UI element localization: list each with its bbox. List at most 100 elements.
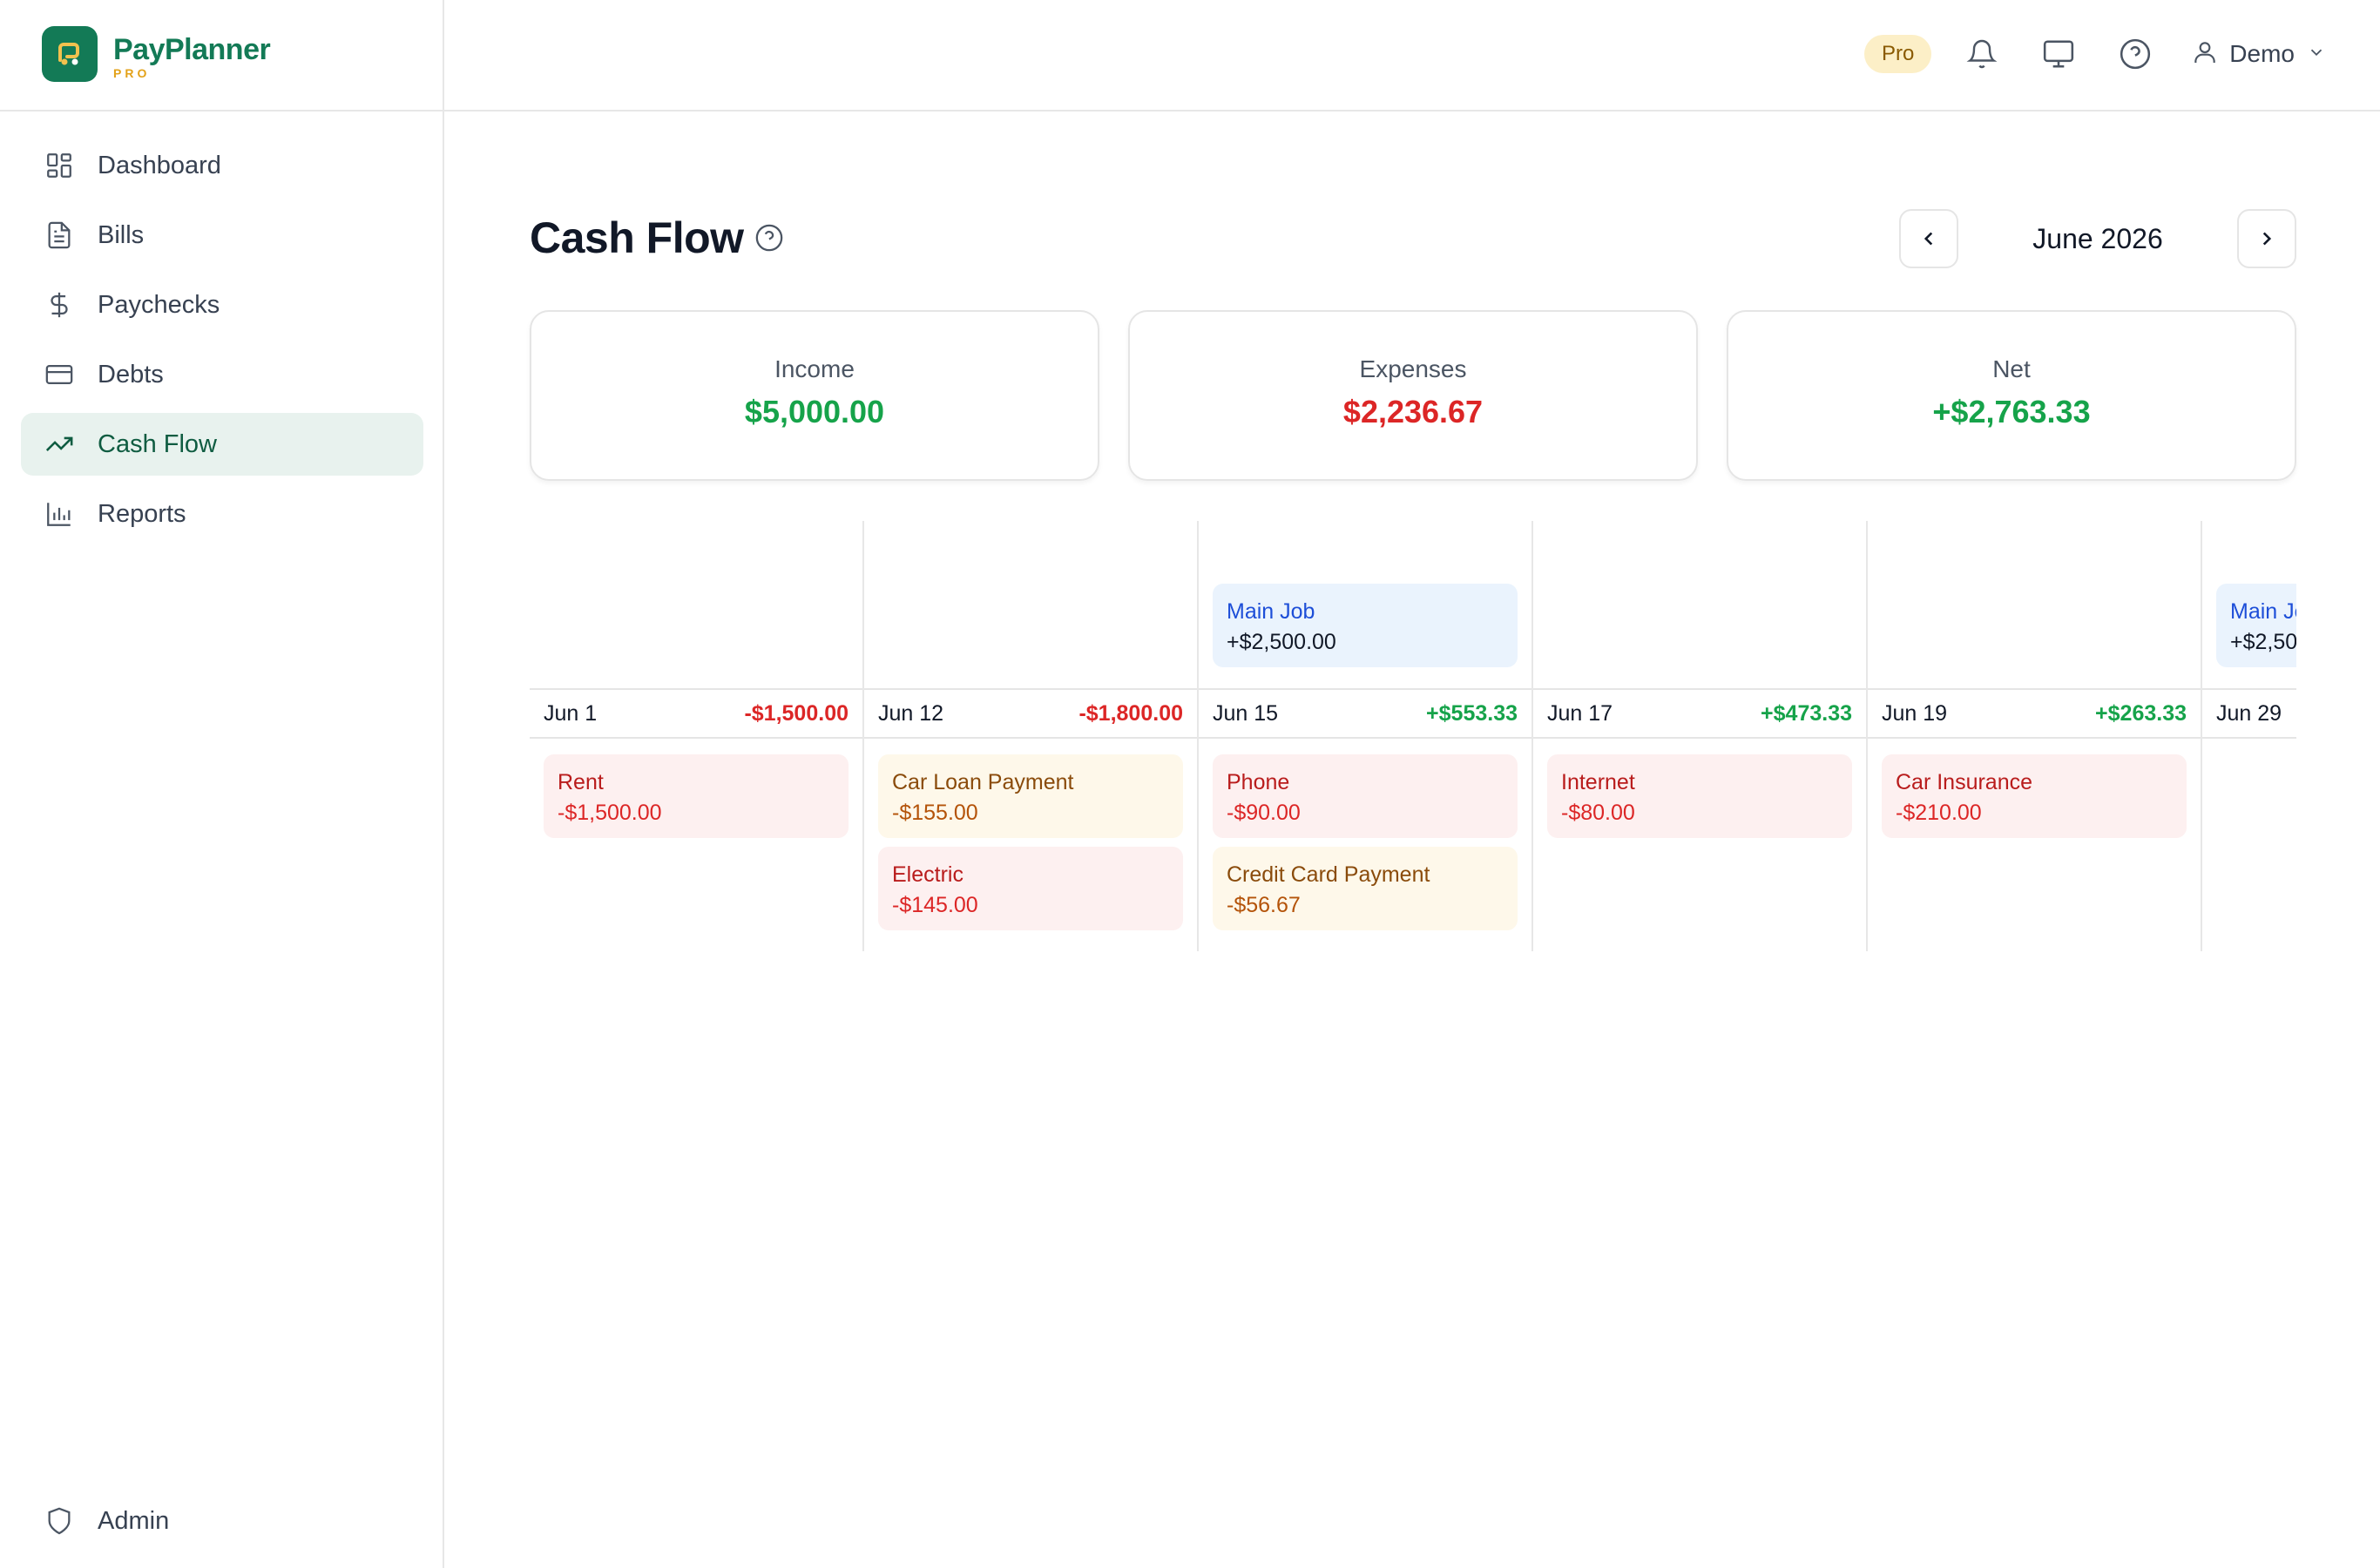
sidebar-item-paychecks[interactable]: Paychecks <box>21 274 423 336</box>
next-month-button[interactable] <box>2237 209 2296 268</box>
topbar: Pro Demo <box>444 0 2380 112</box>
timeline-day: Jun 1 -$1,500.00 Rent -$1,500.00 <box>530 521 864 951</box>
stat-label: Net <box>1992 355 2031 382</box>
summary-stats: Income $5,000.00 Expenses $2,236.67 Net … <box>530 310 2296 481</box>
bill-amount: -$210.00 <box>1896 801 1982 825</box>
trending-up-icon <box>42 427 77 462</box>
stat-label: Income <box>774 355 855 382</box>
sidebar-item-cash-flow[interactable]: Cash Flow <box>21 413 423 476</box>
sidebar-item-label: Admin <box>98 1506 170 1535</box>
sidebar-item-label: Cash Flow <box>98 429 217 458</box>
bill-entry[interactable]: Electric -$145.00 <box>878 847 1183 930</box>
income-entry[interactable]: Main Job +$2,500.00 <box>1213 584 1518 667</box>
shield-icon <box>42 1504 77 1538</box>
chevron-right-icon <box>2262 232 2272 246</box>
page-title: Cash Flow <box>530 213 744 262</box>
sidebar-item-label: Bills <box>98 220 145 249</box>
timeline-day: Jun 17 +$473.33 Internet -$80.00 <box>1533 521 1868 951</box>
day-header: Jun 12 -$1,800.00 <box>864 688 1197 739</box>
income-card: Income $5,000.00 <box>530 310 1099 481</box>
stat-label: Expenses <box>1359 355 1467 382</box>
stat-value: $2,236.67 <box>1342 394 1484 429</box>
bill-entry[interactable]: Phone -$90.00 <box>1213 754 1518 838</box>
day-balance: +$263.33 <box>2095 700 2187 726</box>
net-card: Net +$2,763.33 <box>1727 310 2296 481</box>
bill-amount: -$145.00 <box>892 893 978 917</box>
sidebar-item-debts[interactable]: Debts <box>21 343 423 406</box>
bill-entry[interactable]: Credit Card Payment -$56.67 <box>1213 847 1518 930</box>
timeline-day: Main Job +$2,500.00 Jun 15 +$553.33 Phone -$9… <box>1199 521 1533 951</box>
day-date: Jun 1 <box>544 700 598 726</box>
bell-icon[interactable] <box>1961 33 2003 75</box>
sidebar-item-bills[interactable]: Bills <box>21 204 423 267</box>
day-header: Jun 15 +$553.33 <box>1199 688 1531 739</box>
cash-flow-timeline[interactable]: Jun 1 -$1,500.00 Rent -$1,500.00 Jun 12 -$1,8… <box>530 521 2296 951</box>
sidebar-item-label: Paychecks <box>98 290 220 319</box>
dollar-icon <box>42 287 77 322</box>
sidebar: PayPlanner PRO Dashboard Bills Paychecks <box>0 0 444 1568</box>
day-date: Jun 12 <box>878 700 944 726</box>
chevron-down-icon <box>2307 43 2326 66</box>
bill-entry[interactable]: Car Insurance -$210.00 <box>1882 754 2187 838</box>
income-amount: +$2,500.00 <box>2230 630 2296 654</box>
prev-month-button[interactable] <box>1899 209 1958 268</box>
bill-name: Internet <box>1561 770 1635 794</box>
dashboard-icon <box>42 148 77 183</box>
timeline-day: Main Job +$2,500.00 Jun 29 <box>2202 521 2296 951</box>
income-name: Main Job <box>1227 599 1315 624</box>
brand-logo-icon <box>42 26 98 82</box>
bill-name: Credit Card Payment <box>1227 862 1430 887</box>
bill-list: Phone -$90.00 Credit Card Payment -$56.67 <box>1213 754 1518 939</box>
day-balance: -$1,500.00 <box>744 700 849 726</box>
timeline-day: Jun 19 +$263.33 Car Insurance -$210.00 <box>1868 521 2202 951</box>
brand-name: PayPlanner <box>113 33 271 66</box>
day-date: Jun 17 <box>1547 700 1613 726</box>
monitor-icon[interactable] <box>2038 33 2079 75</box>
income-amount: +$2,500.00 <box>1227 630 1336 654</box>
sidebar-nav: Dashboard Bills Paychecks Debts Cash Flo… <box>21 134 423 552</box>
current-month: June 2026 <box>2032 222 2163 254</box>
day-header: Jun 17 +$473.33 <box>1533 688 1866 739</box>
sidebar-item-label: Debts <box>98 360 164 389</box>
month-navigator: June 2026 <box>1899 209 2296 268</box>
bill-amount: -$1,500.00 <box>558 801 662 825</box>
bill-name: Car Insurance <box>1896 770 2033 794</box>
bill-entry[interactable]: Rent -$1,500.00 <box>544 754 849 838</box>
expenses-card: Expenses $2,236.67 <box>1128 310 1698 481</box>
sidebar-item-admin[interactable]: Admin <box>21 1490 423 1552</box>
sidebar-item-reports[interactable]: Reports <box>21 483 423 545</box>
sidebar-item-label: Reports <box>98 499 186 528</box>
day-header: Jun 29 <box>2202 688 2296 739</box>
help-circle-icon[interactable] <box>754 223 784 253</box>
bill-amount: -$80.00 <box>1561 801 1635 825</box>
day-header: Jun 1 -$1,500.00 <box>530 688 862 739</box>
bill-list: Car Insurance -$210.00 <box>1882 754 2187 847</box>
brand-subtitle: PRO <box>113 66 151 80</box>
sidebar-divider <box>0 110 444 112</box>
income-name: Main Job <box>2230 599 2296 624</box>
file-text-icon <box>42 218 77 253</box>
brand[interactable]: PayPlanner PRO <box>42 26 271 82</box>
main-content: Cash Flow June 2026 Income $5,000.00 Exp… <box>444 112 2380 1568</box>
sidebar-item-dashboard[interactable]: Dashboard <box>21 134 423 197</box>
bill-name: Phone <box>1227 770 1290 794</box>
user-menu[interactable]: Demo <box>2191 38 2326 71</box>
bill-amount: -$155.00 <box>892 801 978 825</box>
help-circle-icon[interactable] <box>2114 33 2156 75</box>
day-date: Jun 29 <box>2216 700 2282 726</box>
timeline-day: Jun 12 -$1,800.00 Car Loan Payment -$155.00… <box>864 521 1199 951</box>
credit-card-icon <box>42 357 77 392</box>
bill-amount: -$56.67 <box>1227 893 1301 917</box>
bill-list: Car Loan Payment -$155.00 Electric -$145.00 <box>878 754 1183 939</box>
bill-entry[interactable]: Internet -$80.00 <box>1547 754 1852 838</box>
chevron-left-icon <box>1924 232 1933 246</box>
bar-chart-icon <box>42 497 77 531</box>
day-balance: +$473.33 <box>1761 700 1852 726</box>
bill-list: Rent -$1,500.00 <box>544 754 849 847</box>
bill-name: Car Loan Payment <box>892 770 1074 794</box>
user-name: Demo <box>2229 40 2295 67</box>
income-entry[interactable]: Main Job +$2,500.00 <box>2216 584 2296 667</box>
sidebar-item-label: Dashboard <box>98 151 221 179</box>
bill-entry[interactable]: Car Loan Payment -$155.00 <box>878 754 1183 838</box>
pro-badge: Pro <box>1863 35 1932 73</box>
